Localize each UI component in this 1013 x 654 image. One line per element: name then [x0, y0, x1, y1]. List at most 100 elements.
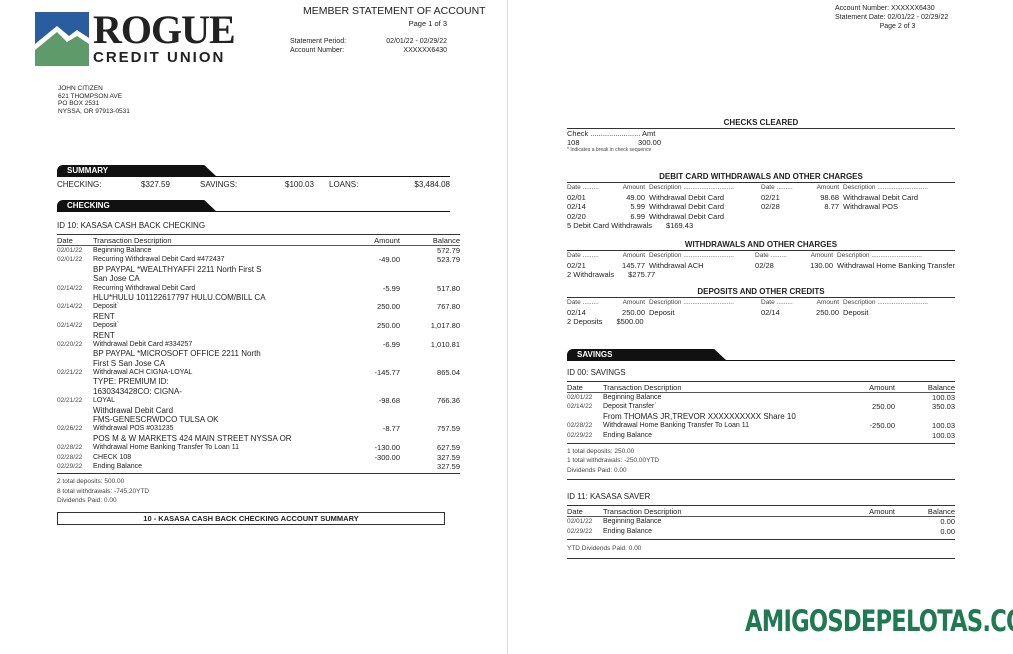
account-id: ID 10: KASASA CASH BACK CHECKING: [57, 221, 206, 230]
withdrawals-section: WITHDRAWALS AND OTHER CHARGES Date ......…: [567, 240, 955, 280]
amount-cell: [340, 274, 400, 283]
balance-cell: [400, 331, 460, 340]
description-cell: POS M & W MARKETS 424 MAIN STREET NYSSA …: [93, 433, 292, 443]
section-total: 2 Deposits $500.00: [567, 317, 644, 326]
amount-cell: [340, 265, 400, 274]
amount-cell: [340, 331, 400, 340]
column-header: Transaction Description: [603, 383, 682, 392]
column-header: Date ......... Amount Description ........…: [567, 184, 734, 191]
table-row: Withdrawal Debit Card: [57, 406, 460, 415]
account-summary-box: 10 - KASASA CASH BACK CHECKING ACCOUNT S…: [57, 511, 445, 525]
column-header: Transaction Description: [603, 507, 682, 517]
debit-card-section: DEBIT CARD WITHDRAWALS AND OTHER CHARGES…: [567, 172, 955, 231]
table-row: 02/01/22 Beginning Balance 100.03: [567, 393, 955, 402]
list-item: 02/14 250.00 Deposit: [761, 307, 869, 317]
table-row: 02/26/22 Withdrawal POS #031235 -8.77 757.5…: [57, 424, 460, 433]
total-line: 1 total deposits: 250.00: [567, 447, 635, 455]
description-cell: Recurring Withdrawal Debit Card: [93, 284, 196, 292]
balance-cell: 517.80: [437, 283, 460, 293]
address-line: JOHN CITIZEN: [58, 85, 103, 92]
date-cell: 02/14/22: [57, 303, 83, 311]
date-cell: [57, 359, 93, 368]
total-line: 8 total withdrawals: -745.20YTD: [57, 487, 150, 495]
balance-cell: 757.59: [437, 424, 460, 434]
balance-cell: [400, 434, 460, 443]
statement-title: MEMBER STATEMENT OF ACCOUNT: [303, 5, 486, 17]
description-cell: Withdrawal Home Banking Transfer To Loan…: [93, 444, 240, 452]
amount-cell: [340, 246, 400, 255]
column-header: Date ......... Amount Description ........…: [761, 299, 928, 306]
date-cell: [57, 387, 93, 396]
table-row: 02/01/22 Beginning Balance 572.79: [57, 246, 460, 255]
balance-cell: [400, 293, 460, 302]
mailing-address: JOHN CITIZEN 621 THOMPSON AVE PO BOX 2531 N…: [58, 85, 130, 115]
description-cell: Withdrawal Debit Card: [93, 405, 174, 415]
date-cell: 02/20/22: [57, 340, 83, 348]
table-row: 02/01/22 Beginning Balance 0.00: [567, 517, 955, 526]
left-column: Date ......... Amount Description ........…: [567, 298, 761, 317]
balance-cell: [400, 265, 460, 274]
section-title: WITHDRAWALS AND OTHER CHARGES: [567, 240, 955, 251]
table-row: HLU*HULU 101122617797 HULU.COM/BILL CA: [57, 293, 460, 302]
description-cell: Ending Balance: [603, 527, 653, 535]
description-cell: BP PAYPAL *WEALTHYAFFI 2211 North First …: [93, 264, 262, 274]
table-row: 02/14/22 Deposit Transfer` 250.00 350.03: [567, 402, 955, 411]
date-cell: 02/29/22: [57, 462, 83, 470]
section-title: DEPOSITS AND OTHER CREDITS: [567, 287, 955, 298]
table-row: 02/14/22 Recurring Withdrawal Debit Card -…: [57, 284, 460, 293]
deposits-section: DEPOSITS AND OTHER CREDITS Date .........…: [567, 287, 955, 327]
left-column: Date ......... Amount Description ........…: [567, 251, 755, 270]
description-cell: Beginning Balance: [603, 394, 662, 401]
table-row: 02/29/22 Ending Balance 100.03: [567, 431, 955, 440]
balance-cell: 865.04: [437, 368, 460, 378]
total-line: YTD Dividends Paid: 0.00: [567, 545, 642, 553]
table-row: 02/01/22 Recurring Withdrawal Debit Card …: [57, 255, 460, 264]
address-line: PO BOX 2531: [58, 100, 100, 108]
balance-cell: [400, 349, 460, 358]
table-header: Date Transaction Description Amount Balance: [57, 236, 460, 246]
table-row: 02/29/22 Ending Balance 327.59: [57, 462, 460, 471]
list-item: 02/14 250.00 Deposit: [567, 307, 675, 317]
table-row: 02/21/22 Withdrawal ACH CIGNA-LOYAL -145.7…: [57, 368, 460, 377]
list-item: 02/21 145.77 Withdrawal ACH: [567, 260, 704, 270]
date-cell: [57, 415, 93, 424]
balance-cell: 627.59: [437, 443, 460, 453]
description-cell: Deposit`: [93, 303, 120, 311]
date-cell: 02/14/22: [567, 403, 593, 411]
balance-cell: 523.79: [437, 255, 460, 265]
column-header: Amount: [869, 507, 895, 517]
description-cell: Recurring Withdrawal Debit Card #472437: [93, 256, 225, 264]
balance-cell: [400, 312, 460, 321]
right-column: Date ......... Amount Description ........…: [761, 183, 955, 221]
amount-cell: 250.00: [377, 321, 400, 331]
list-item: 02/28 8.77 Withdrawal POS: [761, 202, 899, 211]
date-cell: 02/26/22: [57, 425, 83, 433]
balance-cell: 766.36: [437, 396, 460, 406]
balance-cell: [400, 377, 460, 386]
amount-cell: -300.00: [374, 452, 400, 462]
table-row: POS M & W MARKETS 424 MAIN STREET NYSSA …: [57, 434, 460, 443]
list-item: 02/28 130.00 Withdrawal Home Banking Trans…: [755, 260, 955, 270]
balance-cell: 100.03: [932, 430, 955, 440]
left-column: Date ......... Amount Description ........…: [567, 183, 761, 221]
amount-cell: [340, 349, 400, 358]
page2-header: Account Number: XXXXXX6430 Statement Dat…: [835, 5, 949, 30]
description-cell: CHECK 108: [93, 453, 132, 461]
description-cell: Beginning Balance: [603, 518, 662, 526]
table-row: 02/28/22 Withdrawal Home Banking Transfer…: [57, 443, 460, 452]
amount-cell: -250.00: [869, 421, 895, 431]
table-row: RENT: [57, 331, 460, 340]
amount-cell: [340, 293, 400, 302]
date-cell: 02/14/22: [57, 322, 83, 330]
table-row: 02/28/22 Withdrawal Home Banking Transfer…: [567, 421, 955, 430]
date-cell: [57, 274, 93, 283]
description-cell: Beginning Balance: [93, 247, 152, 254]
statement-meta: Statement Period: 02/01/22 - 02/29/22 Acc…: [290, 38, 447, 54]
address-line: NYSSA, OR 97913-0531: [58, 107, 130, 115]
balance-cell: [400, 387, 460, 396]
total-line: 2 total deposits: 500.00: [57, 478, 125, 486]
amount-cell: [340, 434, 400, 443]
date-cell: 02/21/22: [57, 397, 83, 405]
amount-cell: 250.00: [377, 302, 400, 312]
balance-cell: 572.79: [437, 246, 460, 255]
